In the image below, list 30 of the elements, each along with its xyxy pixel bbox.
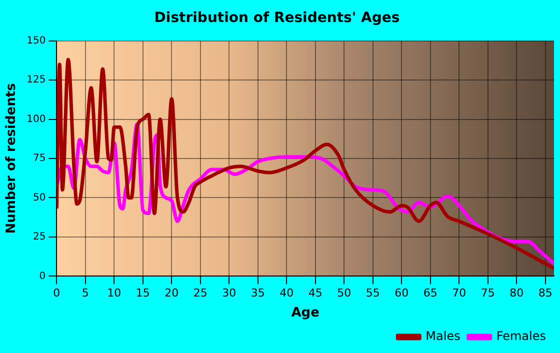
- x-tick-label: 30: [222, 286, 236, 300]
- x-tick-label: 20: [164, 286, 179, 300]
- x-tick-label: 65: [423, 286, 438, 300]
- x-tick-label: 70: [452, 286, 466, 300]
- x-tick-label: 35: [250, 286, 265, 300]
- x-tick-label: 60: [394, 286, 409, 300]
- y-tick-label: 50: [32, 192, 46, 204]
- x-tick-label: 75: [480, 286, 495, 300]
- y-tick-label: 150: [26, 35, 46, 46]
- x-axis-title: Age: [291, 306, 320, 321]
- y-tick-label: 25: [32, 232, 46, 243]
- y-tick-label: 100: [26, 114, 46, 125]
- y-tick-label: 0: [39, 270, 46, 282]
- x-tick-label: 0: [53, 286, 60, 300]
- chart-title: Distribution of Residents' Ages: [154, 10, 400, 26]
- y-tick-label: 125: [26, 74, 46, 86]
- x-tick-label: 25: [193, 286, 208, 300]
- legend-label: Males: [426, 329, 460, 344]
- y-axis-title: Number of residents: [4, 82, 20, 234]
- x-tick-label: 85: [538, 286, 552, 300]
- x-tick-label: 50: [337, 286, 352, 300]
- y-tick-label: 75: [32, 153, 46, 164]
- x-tick-label: 10: [107, 286, 122, 300]
- x-tick-label: 80: [510, 286, 524, 300]
- x-tick-label: 5: [82, 286, 89, 300]
- x-tick-label: 55: [366, 286, 380, 300]
- x-tick-label: 40: [280, 286, 294, 300]
- x-tick-label: 45: [308, 286, 322, 300]
- legend-label: Females: [496, 329, 546, 344]
- x-tick-label: 15: [136, 286, 150, 300]
